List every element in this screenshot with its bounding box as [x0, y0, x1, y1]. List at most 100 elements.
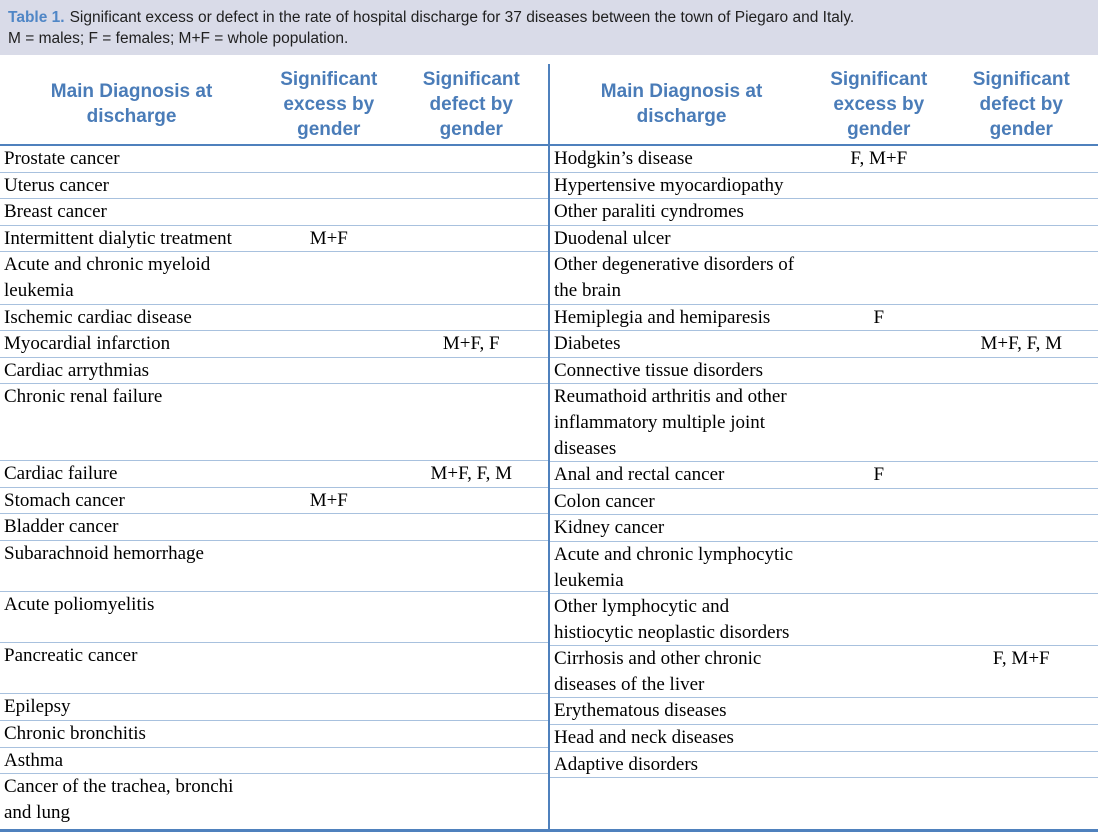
diagnosis-cell: Chronic renal failure [4, 386, 163, 408]
table-number-label: Table 1. [8, 9, 65, 26]
diagnosis-cell: Anal and rectal cancer [554, 464, 725, 486]
table-row: Duodenal ulcer [550, 226, 1098, 253]
diagnosis-cell: Bladder cancer [4, 516, 119, 538]
table-row: Ischemic cardiac disease [0, 305, 548, 332]
table-body-right: Hodgkin’s disease F, M+F Hypertensive myoc… [550, 146, 1098, 829]
table-row: Acute and chronic lymphocytic leukemia [550, 542, 1098, 595]
diagnosis-cell: Duodenal ulcer [554, 227, 671, 249]
column-header-excess: Significant excess by gender [280, 68, 378, 140]
table-row: Pancreatic cancer [0, 643, 548, 695]
table-row: Cirrhosis and other chronic diseases of … [550, 646, 1098, 699]
table-row: Hemiplegia and hemiparesis F [550, 305, 1098, 332]
diagnosis-cell: Connective tissue disorders [554, 359, 763, 381]
table-row: Intermittent dialytic treatment M+F [0, 226, 548, 253]
table-row: Chronic bronchitis [0, 721, 548, 748]
diagnosis-cell: Stomach cancer [4, 489, 125, 511]
table-row: Diabetes M+F, F, M [550, 331, 1098, 358]
column-header-defect: Significant defect by gender [422, 68, 520, 140]
table-row [550, 778, 1098, 829]
table-row: Uterus cancer [0, 173, 548, 200]
table-row: Other degenerative disorders of the brai… [550, 252, 1098, 305]
defect-cell: F, M+F [992, 648, 1050, 670]
table-row: Stomach cancer M+F [0, 488, 548, 515]
column-header-diagnosis: Main Diagnosis at discharge [50, 81, 213, 127]
table-row: Colon cancer [550, 489, 1098, 516]
column-header-excess: Significant excess by gender [830, 68, 928, 140]
diagnosis-cell: Other paraliti cyndromes [554, 201, 744, 223]
diagnosis-cell: Reumathoid arthritis and other inflammat… [554, 386, 787, 459]
diagnosis-cell: Cardiac arrythmias [4, 359, 150, 381]
table-row: Erythematous diseases [550, 698, 1098, 726]
diagnosis-cell: Hodgkin’s disease [554, 148, 693, 169]
diagnosis-cell: Hemiplegia and hemiparesis [554, 306, 771, 328]
table-row: Kidney cancer [550, 515, 1098, 542]
table-row: Bladder cancer [0, 514, 548, 541]
diagnosis-cell: Intermittent dialytic treatment [4, 227, 232, 249]
table-row: Asthma [0, 748, 548, 775]
diagnosis-cell: Epilepsy [4, 696, 71, 718]
diagnosis-cell: Chronic bronchitis [4, 723, 146, 745]
diagnosis-cell: Other degenerative disorders of the brai… [554, 254, 795, 301]
diagnosis-cell: Uterus cancer [4, 174, 109, 196]
table-row: Hypertensive myocardiopathy [550, 173, 1098, 200]
defect-cell: M+F, F [442, 333, 500, 355]
diagnosis-cell: Ischemic cardiac disease [4, 306, 192, 328]
diagnosis-cell: Adaptive disorders [554, 753, 699, 775]
table-row: Acute and chronic myeloid leukemia [0, 252, 548, 305]
diagnosis-cell: Head and neck diseases [554, 727, 734, 749]
table-caption: Table 1. Significant excess or defect in … [0, 0, 1098, 55]
table-body-left: Prostate cancer Uterus cancer Breast cance… [0, 146, 548, 825]
table-row: Acute poliomyelitis [0, 592, 548, 644]
caption-table-gap [0, 55, 1098, 64]
excess-cell: F, M+F [850, 148, 908, 169]
defect-cell: M+F, F, M [980, 333, 1063, 355]
diagnosis-cell: Other lymphocytic and histiocytic neopla… [554, 596, 790, 643]
diagnosis-cell: Cirrhosis and other chronic diseases of … [554, 648, 762, 695]
diagnosis-cell: Acute and chronic lymphocytic leukemia [554, 543, 794, 591]
excess-cell: M+F [309, 489, 348, 511]
table-row: Connective tissue disorders [550, 358, 1098, 385]
table-left-half: Main Diagnosis at discharge Significant … [0, 64, 548, 829]
caption-line-2: M = males; F = females; M+F = whole popu… [8, 30, 349, 47]
excess-cell: F [873, 306, 885, 328]
diagnosis-cell: Colon cancer [554, 490, 655, 512]
diagnosis-cell: Myocardial infarction [4, 333, 171, 355]
diagnosis-cell: Erythematous diseases [554, 700, 727, 722]
diagnosis-cell: Kidney cancer [554, 517, 665, 539]
table-row: Hodgkin’s disease F, M+F [550, 146, 1098, 173]
center-divider-line [548, 64, 550, 830]
column-header-diagnosis: Main Diagnosis at discharge [600, 81, 763, 127]
diagnosis-cell: Cardiac failure [4, 463, 118, 485]
defect-cell: M+F, F, M [430, 463, 513, 485]
table-row: Other lymphocytic and histiocytic neopla… [550, 594, 1098, 647]
diagnosis-cell: Hypertensive myocardiopathy [554, 174, 784, 196]
diagnosis-cell: Cancer of the trachea, bronchi and lung [4, 776, 234, 823]
table-row: Cardiac failure M+F, F, M [0, 461, 548, 488]
caption-line-1: Table 1. Significant excess or defect in … [8, 7, 1086, 28]
table-row: Reumathoid arthritis and other inflammat… [550, 384, 1098, 463]
table-row: Chronic renal failure [0, 384, 548, 462]
diagnosis-cell: Asthma [4, 749, 64, 771]
table-row: Adaptive disorders [550, 752, 1098, 779]
diagnosis-cell: Prostate cancer [4, 148, 120, 169]
diagnosis-cell: Breast cancer [4, 201, 107, 223]
table-right-half: Main Diagnosis at discharge Significant … [550, 64, 1098, 829]
table-row: Prostate cancer [0, 146, 548, 173]
table-row: Epilepsy [0, 694, 548, 722]
diagnosis-cell: Pancreatic cancer [4, 645, 138, 667]
left-header-row: Main Diagnosis at discharge Significant … [0, 64, 548, 146]
table-row: Cancer of the trachea, bronchi and lung [0, 774, 548, 825]
column-header-defect: Significant defect by gender [972, 68, 1070, 140]
excess-cell: F [873, 464, 885, 486]
table-row: Other paraliti cyndromes [550, 199, 1098, 226]
diagnosis-cell: Subarachnoid hemorrhage [4, 542, 204, 564]
table-row: Myocardial infarction M+F, F [0, 331, 548, 358]
diagnosis-cell: Diabetes [554, 333, 621, 355]
table-row: Head and neck diseases [550, 725, 1098, 752]
diagnosis-cell: Acute and chronic myeloid leukemia [4, 254, 211, 301]
table-row: Breast cancer [0, 199, 548, 226]
table-row: Cardiac arrythmias [0, 358, 548, 385]
caption-text-1: Significant excess or defect in the rate… [69, 9, 855, 26]
diagnosis-cell: Acute poliomyelitis [4, 594, 155, 616]
discharge-table: Main Diagnosis at discharge Significant … [0, 64, 1098, 832]
